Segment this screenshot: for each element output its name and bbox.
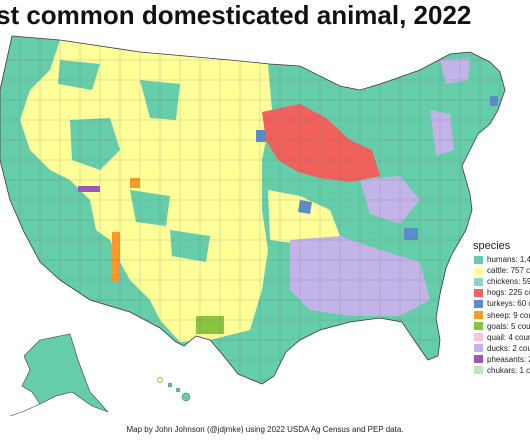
legend-title: species [473,240,511,252]
legend: species humans: 1,4 cattle: 757 c chickens… [473,240,530,376]
legend-swatch [473,343,484,354]
legend-label: cattle: 757 c [487,266,530,276]
legend-item: chickens: 59 [473,276,530,287]
contiguous-us [0,36,505,384]
legend-item: turkeys: 60 c [473,298,530,309]
alaska [9,333,109,417]
legend-label: quail: 4 coun [487,332,530,342]
legend-label: hogs: 225 co [487,288,530,298]
legend-item: ducks: 2 cou [473,343,530,354]
legend-swatch [473,254,484,265]
legend-label: chukars: 1 c [487,365,530,375]
legend-swatch [473,321,484,332]
legend-swatch [473,276,484,287]
legend-swatch [473,365,484,376]
legend-swatch [473,354,484,365]
legend-label: goats: 5 cou [487,321,530,331]
legend-swatch [473,298,484,309]
legend-item: hogs: 225 co [473,287,530,298]
legend-item: chukars: 1 c [473,365,530,376]
legend-item: cattle: 757 c [473,265,530,276]
caption: Map by John Johnson (@jdjmke) using 2022… [126,425,404,434]
legend-label: turkeys: 60 c [487,299,530,309]
legend-label: ducks: 2 cou [487,343,530,353]
legend-label: pheasants: 2 [487,354,530,364]
legend-item: sheep: 9 cou [473,309,530,321]
legend-item: humans: 1,4 [473,254,530,265]
hawaii [157,377,191,402]
legend-swatch [473,265,484,276]
legend-swatch [473,310,484,321]
legend-item: quail: 4 coun [473,332,530,343]
legend-item: goats: 5 cou [473,321,530,332]
legend-swatch [473,332,484,343]
legend-items: humans: 1,4 cattle: 757 c chickens: 59 hogs… [473,254,530,376]
us-outline [0,35,506,385]
legend-label: humans: 1,4 [487,255,530,265]
legend-label: chickens: 59 [487,277,530,287]
legend-item: pheasants: 2 [473,354,530,365]
legend-label: sheep: 9 cou [487,310,530,320]
legend-swatch [473,287,484,298]
map-title: st common domesticated animal, 2022 [0,0,472,30]
